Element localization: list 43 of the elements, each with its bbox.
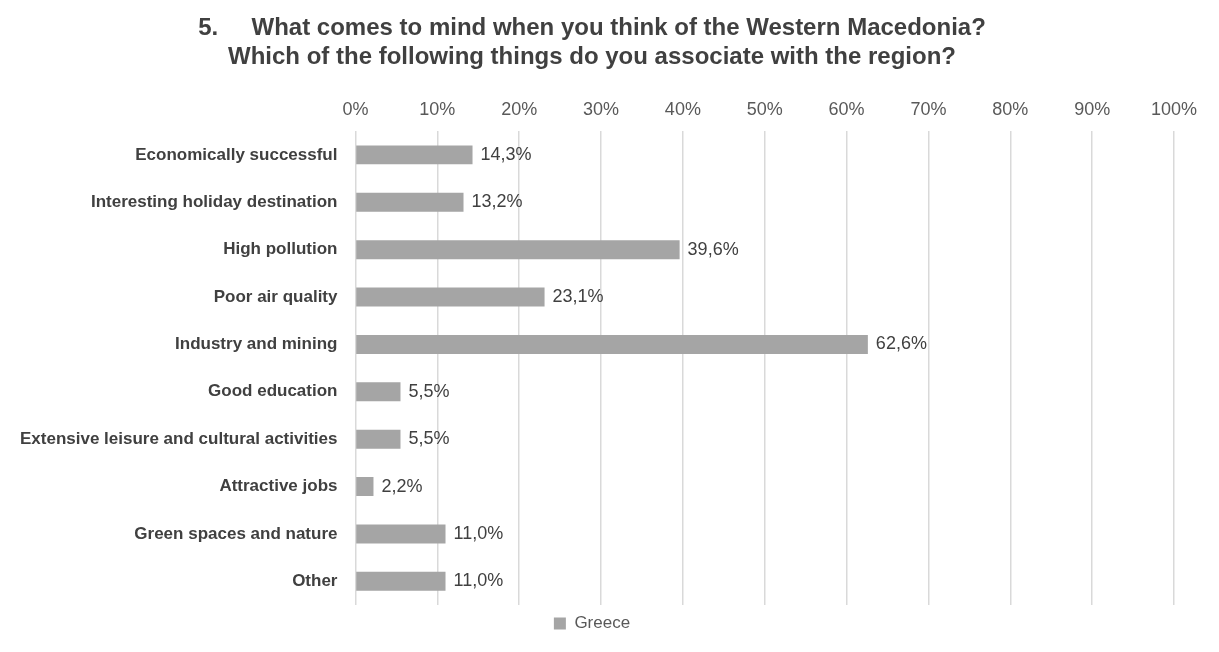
- x-tick-label: 80%: [992, 99, 1029, 120]
- legend-label: Greece: [574, 613, 631, 633]
- bar: [356, 334, 868, 354]
- data-label: 13,2%: [471, 191, 523, 212]
- x-tick-label: 20%: [501, 99, 538, 120]
- bar: [356, 287, 545, 307]
- x-tick-label: 90%: [1074, 99, 1111, 120]
- y-tick-label: High pollution: [223, 239, 338, 259]
- chart-title: 5. What comes to mind when you think of the Western Macedonia? Which of the following things do you associate with the region?: [198, 13, 986, 69]
- y-tick-label: Interesting holiday destination: [90, 191, 338, 211]
- y-tick-label: Economically successful: [135, 144, 338, 164]
- y-tick-label: Extensive leisure and cultural activities: [19, 428, 338, 448]
- data-label: 11,0%: [453, 570, 504, 591]
- x-tick-label: 100%: [1150, 99, 1198, 120]
- x-tick-label: 40%: [664, 99, 701, 120]
- data-label: 2,2%: [381, 475, 423, 496]
- x-tick-label: 10%: [419, 99, 456, 120]
- data-label: 23,1%: [552, 286, 604, 306]
- data-label: 39,6%: [687, 238, 739, 259]
- bar: [356, 240, 680, 260]
- data-label: 62,6%: [875, 333, 927, 354]
- x-tick-label: 0%: [342, 99, 369, 120]
- x-tick-label: 60%: [828, 99, 865, 120]
- bar: [356, 524, 446, 544]
- bar: [356, 429, 401, 449]
- x-tick-label: 30%: [583, 99, 620, 120]
- bar: [356, 382, 401, 402]
- x-tick-label: 70%: [910, 99, 947, 120]
- data-label: 14,3%: [480, 143, 532, 164]
- y-tick-label: Other: [292, 571, 338, 590]
- y-tick-label: Good education: [208, 381, 338, 401]
- bar: [356, 192, 464, 212]
- data-label: 11,0%: [453, 522, 504, 543]
- y-tick-label: Attractive jobs: [219, 476, 338, 496]
- bar: [356, 145, 473, 165]
- data-label: 5,5%: [408, 380, 450, 401]
- bar: [356, 477, 374, 497]
- data-label: 5,5%: [408, 428, 450, 449]
- x-tick-label: 50%: [746, 99, 783, 120]
- bar: [356, 571, 446, 591]
- y-tick-label: Green spaces and nature: [134, 523, 338, 543]
- y-tick-label: Poor air quality: [213, 286, 339, 306]
- y-tick-label: Industry and mining: [175, 334, 338, 354]
